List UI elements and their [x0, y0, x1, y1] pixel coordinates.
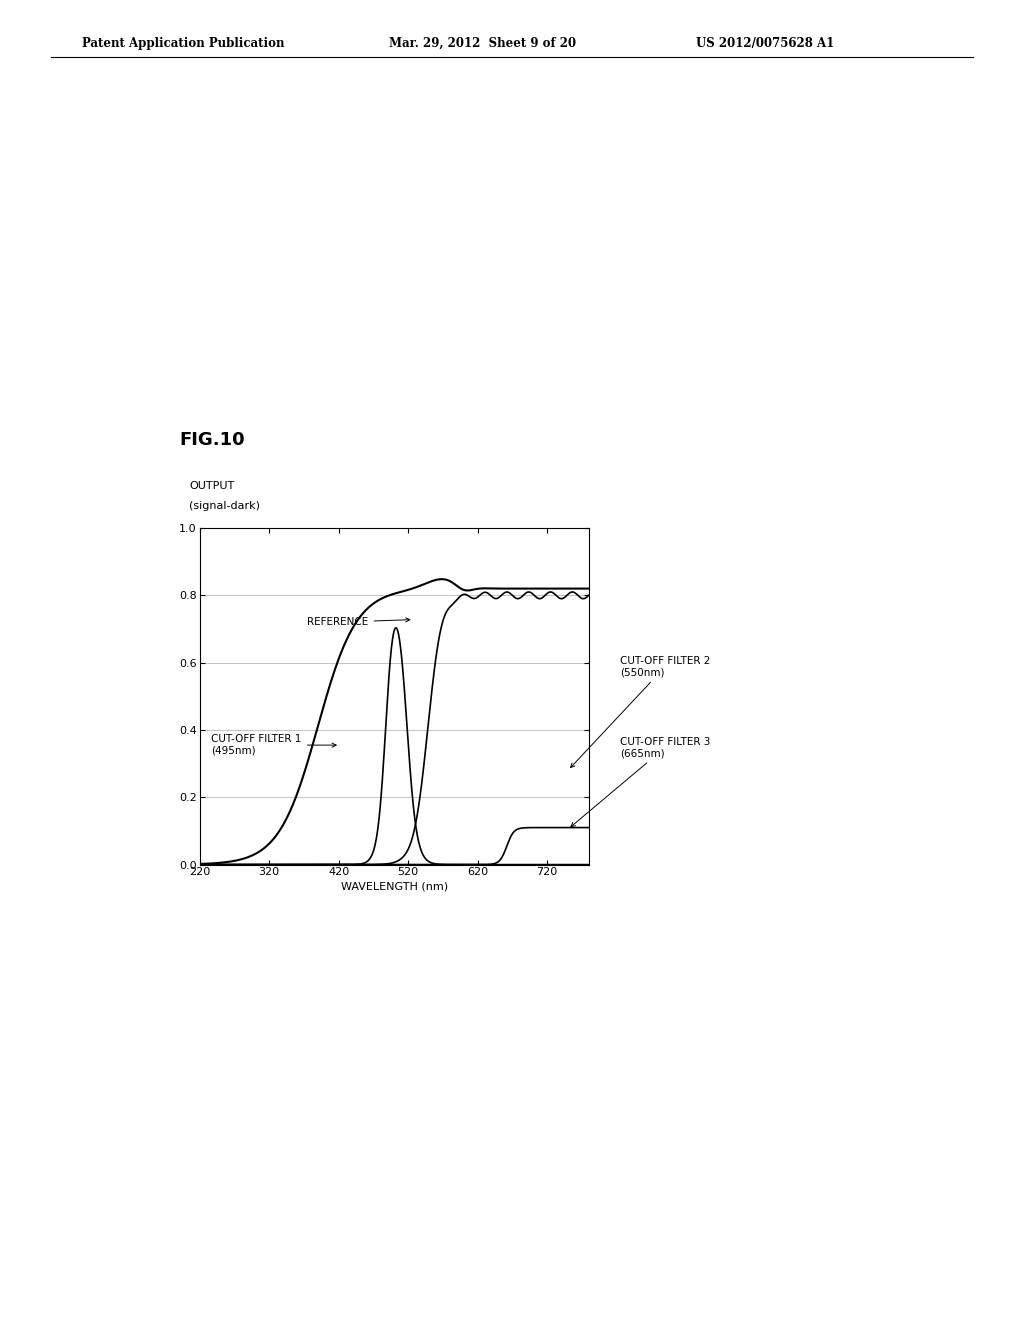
Text: CUT-OFF FILTER 3
(665nm): CUT-OFF FILTER 3 (665nm) — [571, 737, 711, 826]
Text: (signal-dark): (signal-dark) — [189, 500, 260, 511]
Text: Mar. 29, 2012  Sheet 9 of 20: Mar. 29, 2012 Sheet 9 of 20 — [389, 37, 577, 50]
Text: FIG.10: FIG.10 — [179, 430, 245, 449]
X-axis label: WAVELENGTH (nm): WAVELENGTH (nm) — [341, 882, 447, 891]
Text: OUTPUT: OUTPUT — [189, 480, 234, 491]
Text: CUT-OFF FILTER 2
(550nm): CUT-OFF FILTER 2 (550nm) — [570, 656, 711, 767]
Text: Patent Application Publication: Patent Application Publication — [82, 37, 285, 50]
Text: US 2012/0075628 A1: US 2012/0075628 A1 — [696, 37, 835, 50]
Text: CUT-OFF FILTER 1
(495nm): CUT-OFF FILTER 1 (495nm) — [212, 734, 336, 756]
Text: REFERENCE: REFERENCE — [307, 618, 410, 627]
